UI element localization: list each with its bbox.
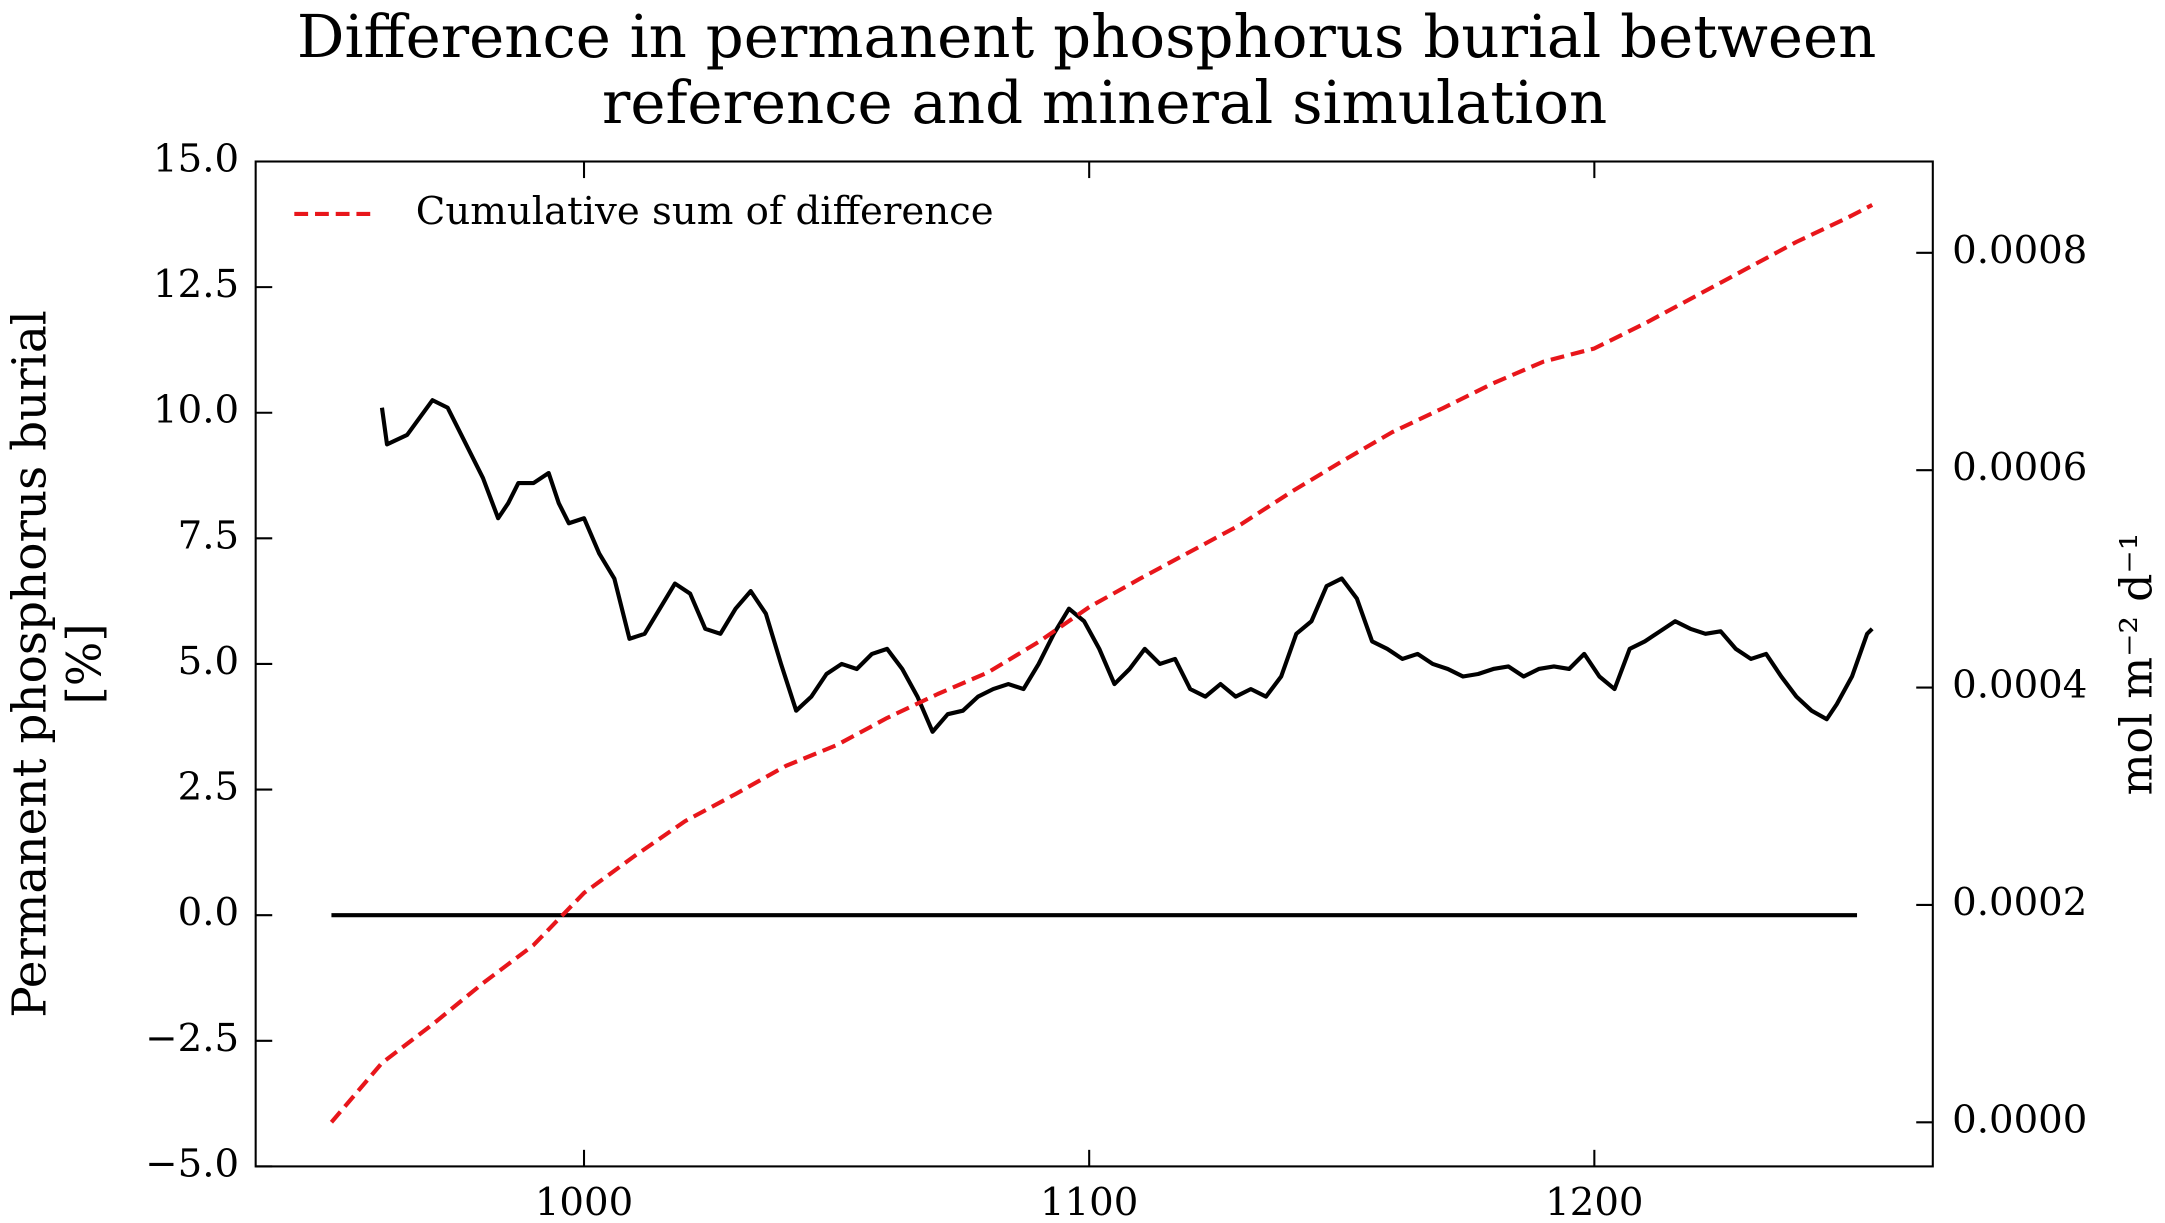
line-series [329, 203, 1874, 1124]
line-series [379, 398, 1874, 734]
y-tick-label: −2.5 [145, 1016, 239, 1061]
y-tick-label: 5.0 [178, 639, 239, 684]
y-tick-label: 12.5 [153, 262, 239, 307]
y2-tick-label: 0.0002 [1952, 880, 2087, 925]
y2-axis-label: mol m⁻² d⁻¹ [2111, 533, 2162, 796]
x-tick-label: 1000 [535, 1180, 633, 1223]
x-tick-label: 1100 [1040, 1180, 1138, 1223]
plot-frame [254, 160, 1934, 1168]
y2-tick-label: 0.0008 [1952, 228, 2087, 273]
y-tick-label: −5.0 [145, 1141, 239, 1186]
y-tick-label: 2.5 [178, 765, 239, 810]
y-tick-label: 10.0 [153, 388, 239, 433]
y2-tick-label: 0.0004 [1952, 663, 2087, 708]
chart-title: Difference in permanent phosphorus buria… [297, 2, 1876, 71]
y-axis-label: Permanent phosphorus burial [2, 310, 57, 1018]
y-tick-label: 7.5 [178, 513, 239, 558]
y2-tick-label: 0.0000 [1952, 1097, 2087, 1142]
x-tick-label: 1200 [1545, 1180, 1643, 1223]
chart-title: reference and mineral simulation [602, 68, 1607, 137]
legend-label: Cumulative sum of difference [416, 189, 994, 234]
y-axis-label: [%] [58, 623, 113, 704]
y-tick-label: 0.0 [178, 890, 239, 935]
y2-tick-label: 0.0006 [1952, 445, 2087, 490]
y-tick-label: 15.0 [153, 137, 239, 182]
